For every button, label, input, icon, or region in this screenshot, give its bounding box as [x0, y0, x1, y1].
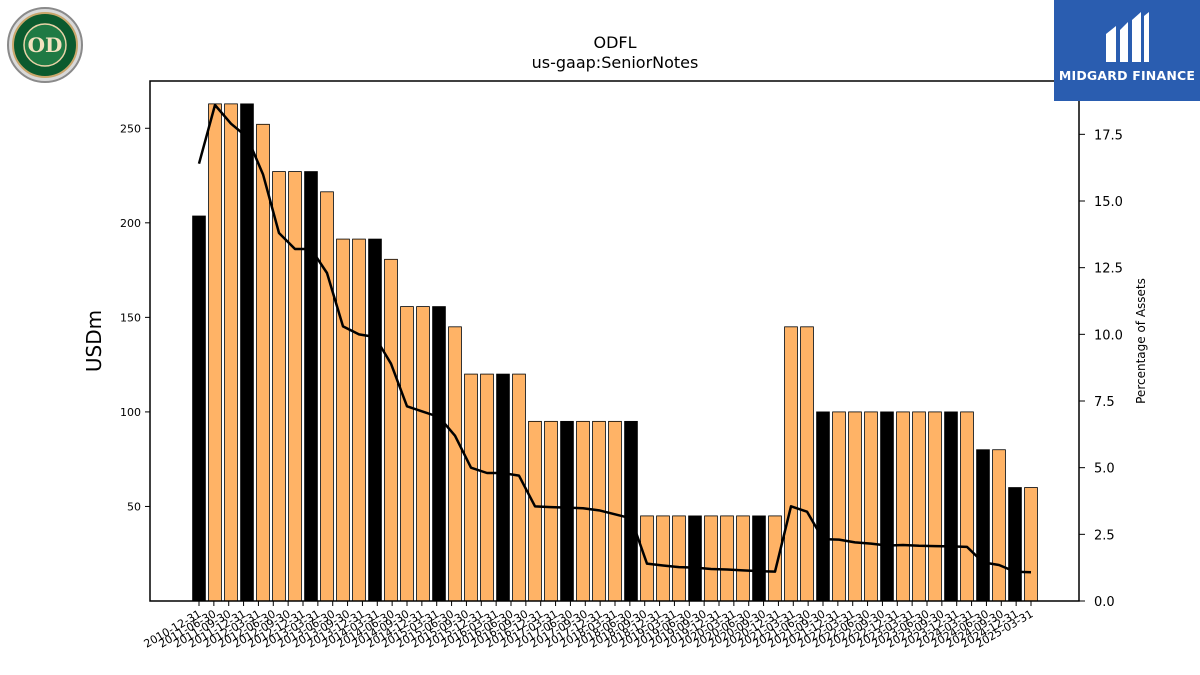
y2-tick-label: 10.0	[1094, 328, 1123, 343]
bar	[288, 171, 302, 602]
bar	[576, 420, 590, 602]
bar	[896, 411, 910, 602]
bar	[848, 411, 862, 602]
bar	[384, 258, 398, 602]
bar	[448, 326, 462, 602]
bar	[752, 515, 766, 602]
old-dominion-logo: OD	[6, 6, 84, 84]
y-axis-label: USDm	[82, 310, 106, 372]
bar	[816, 411, 830, 602]
y2-tick-label: 5.0	[1094, 462, 1115, 477]
bar	[480, 373, 494, 602]
right-y-axis: 0.0 2.5 5.0 7.5 10.0 12.5 15.0 17.5	[1079, 128, 1123, 610]
bars-group	[192, 103, 1038, 602]
bar	[704, 515, 718, 602]
bar	[1008, 487, 1022, 602]
bar	[496, 373, 510, 602]
bar	[944, 411, 958, 602]
bar	[528, 420, 542, 602]
bar	[304, 171, 318, 602]
midgard-finance-wordmark: MIDGARD FINANCE	[1058, 68, 1196, 83]
bar	[400, 306, 414, 602]
bar	[208, 103, 222, 602]
y2-tick-label: 12.5	[1094, 262, 1123, 277]
bar	[416, 306, 430, 602]
y-tick-label: 150	[120, 311, 141, 324]
bar	[672, 515, 686, 602]
bar	[800, 326, 814, 602]
y2-tick-label: 15.0	[1094, 195, 1123, 210]
bar	[832, 411, 846, 602]
bar	[784, 326, 798, 602]
y2-tick-label: 7.5	[1094, 395, 1115, 410]
y-tick-label: 200	[120, 217, 141, 230]
bar	[912, 411, 926, 602]
bar	[352, 238, 366, 602]
x-axis: 2010-12-312011-06-302011-09-302011-12-31…	[142, 601, 1036, 651]
y-tick-label: 50	[127, 500, 141, 513]
y-tick-label: 250	[120, 122, 141, 135]
chart-subtitle: us-gaap:SeniorNotes	[532, 53, 699, 72]
left-y-axis: 50 100 150 200 250	[120, 122, 150, 513]
bar	[512, 373, 526, 602]
svg-text:OD: OD	[28, 33, 63, 57]
bar	[464, 373, 478, 602]
bar	[368, 238, 382, 602]
bar	[256, 123, 270, 602]
y-tick-label: 100	[120, 406, 141, 419]
bar	[992, 449, 1006, 602]
midgard-finance-logo: MIDGARD FINANCE	[1054, 0, 1200, 101]
bar	[720, 515, 734, 602]
bar	[960, 411, 974, 602]
bar	[608, 420, 622, 602]
bar	[976, 449, 990, 602]
y2-tick-label: 2.5	[1094, 528, 1115, 543]
bar	[880, 411, 894, 602]
bar	[928, 411, 942, 602]
y2-tick-label: 17.5	[1094, 128, 1123, 143]
chart-title: ODFL	[593, 33, 636, 52]
percentage-of-assets-line	[197, 103, 1032, 574]
bar	[624, 420, 638, 602]
bar	[864, 411, 878, 602]
bar	[432, 306, 446, 602]
bar	[224, 103, 238, 602]
bar	[640, 515, 654, 602]
y2-axis-label: Percentage of Assets	[1134, 278, 1148, 404]
bar	[656, 515, 670, 602]
bar	[560, 420, 574, 602]
bar	[192, 215, 206, 602]
bar	[1024, 487, 1038, 602]
y2-tick-label: 0.0	[1094, 595, 1115, 610]
bar	[544, 420, 558, 602]
bar	[688, 515, 702, 602]
bar	[336, 238, 350, 602]
bar	[736, 515, 750, 602]
bar	[320, 191, 334, 602]
bar	[240, 103, 254, 602]
